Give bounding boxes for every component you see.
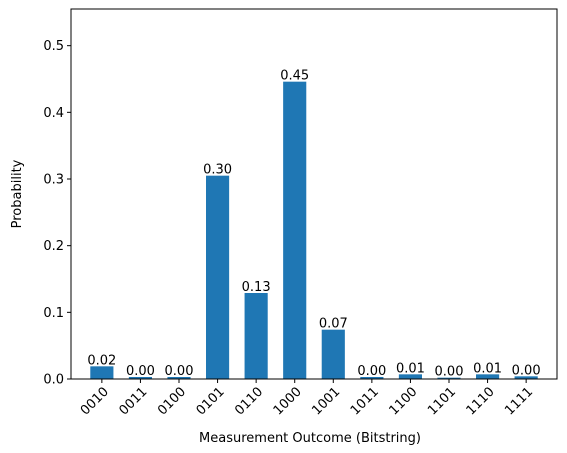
x-tick-label-1011: 1011 [348, 384, 382, 418]
x-axis-label: Measurement Outcome (Bitstring) [199, 431, 421, 446]
y-tick-label-0.1: 0.1 [43, 306, 64, 321]
bar-0101 [206, 175, 230, 379]
x-tick-label-0011: 0011 [116, 384, 150, 418]
x-tick-label-0110: 0110 [232, 384, 266, 418]
bar-value-label-1100: 0.01 [396, 361, 425, 376]
bar-value-label-1110: 0.01 [473, 361, 502, 376]
bar-1110 [476, 374, 500, 379]
bar-1100 [398, 374, 422, 379]
bar-1001 [321, 329, 345, 379]
y-tick-label-0.2: 0.2 [43, 239, 64, 254]
bars-group [90, 81, 538, 380]
x-tick-label-1100: 1100 [386, 384, 420, 418]
x-axis: 0010 0011 0100 0101 0110 1000 1001 1011 1100 1101… [78, 379, 536, 418]
bar-0110 [244, 293, 268, 379]
x-tick-label-1111: 1111 [502, 384, 536, 418]
y-axis-label: Probability [10, 159, 25, 228]
bar-1011 [360, 377, 384, 379]
bar-labels-group: 0.02 0.00 0.00 0.30 0.13 0.45 0.07 0.00 0.01 0.00… [87, 69, 540, 380]
bar-value-label-0100: 0.00 [165, 364, 194, 379]
x-tick-label-1101: 1101 [425, 384, 459, 418]
bar-0100 [167, 377, 191, 379]
bar-value-label-1101: 0.00 [435, 365, 464, 380]
x-tick-label-0101: 0101 [194, 384, 228, 418]
bar-value-label-1111: 0.00 [512, 363, 541, 378]
x-tick-label-1001: 1001 [309, 384, 343, 418]
x-tick-label-0100: 0100 [155, 384, 189, 418]
y-tick-label-0.5: 0.5 [43, 39, 64, 54]
y-axis: 0.0 0.1 0.2 0.3 0.4 0.5 [43, 39, 71, 388]
plot-frame [70, 8, 558, 380]
x-tick-label-1110: 1110 [464, 384, 498, 418]
bar-1000 [283, 81, 307, 380]
bar-value-label-0011: 0.00 [126, 364, 155, 379]
bar-1111 [514, 376, 538, 379]
bar-1101 [437, 377, 461, 379]
bar-value-label-1001: 0.07 [319, 317, 348, 332]
bar-value-label-0010: 0.02 [87, 353, 116, 368]
bar-value-label-1000: 0.45 [280, 69, 309, 84]
bar-value-label-0110: 0.13 [242, 280, 271, 295]
bar-0010 [90, 366, 114, 379]
x-tick-label-0010: 0010 [78, 384, 112, 418]
y-tick-label-0.3: 0.3 [43, 173, 64, 188]
bar-value-label-1011: 0.00 [357, 364, 386, 379]
bar-value-label-0101: 0.30 [203, 163, 232, 178]
y-tick-label-0.4: 0.4 [43, 106, 64, 121]
y-tick-label-0.0: 0.0 [43, 373, 64, 388]
bar-0011 [128, 377, 152, 379]
x-tick-label-1000: 1000 [271, 384, 305, 418]
